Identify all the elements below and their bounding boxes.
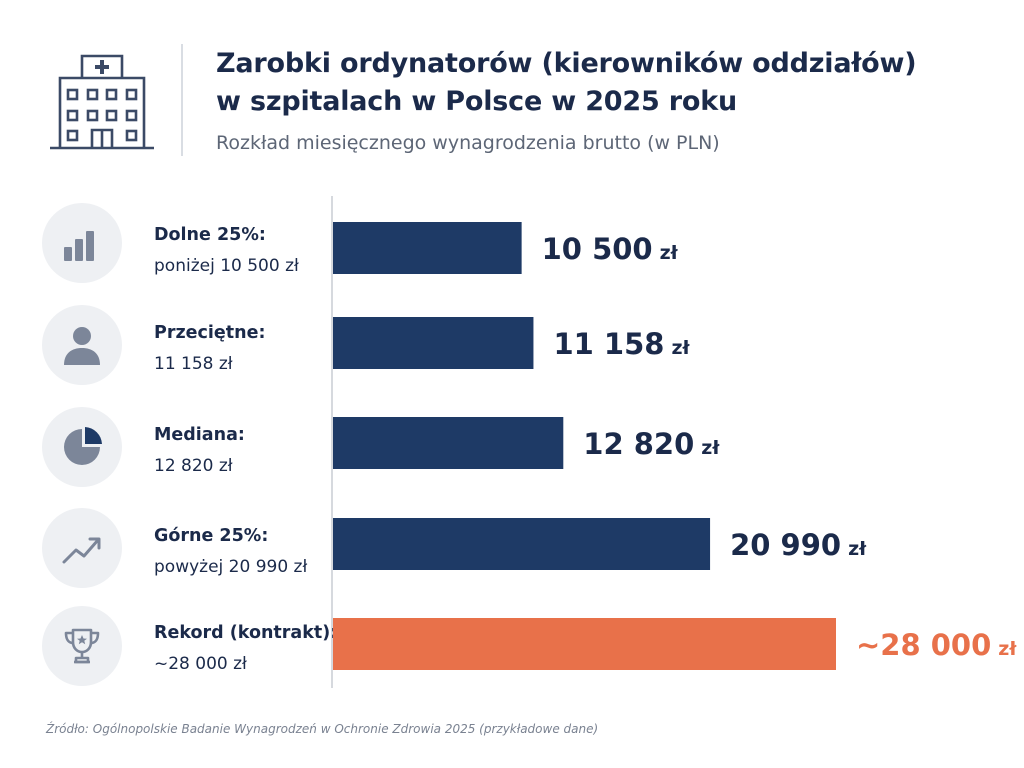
row-icon-circle — [42, 606, 122, 686]
bar-value-label-2: 12 820 zł — [583, 427, 720, 461]
row-label: Przeciętne: 11 158 zł — [154, 318, 265, 380]
bar-value-label-1: 11 158 zł — [553, 327, 690, 361]
bar-value-label-4: ~28 000 zł — [856, 628, 1017, 662]
category-sublabel: 11 158 zł — [154, 354, 233, 374]
bar-3 — [333, 518, 711, 570]
header-divider — [181, 44, 183, 156]
category-label: Górne 25%: — [154, 526, 269, 546]
row-label: Dolne 25%: poniżej 10 500 zł — [154, 220, 299, 282]
category-sublabel: 12 820 zł — [154, 456, 233, 476]
source-note: Źródło: Ogólnopolskie Badanie Wynagrodze… — [46, 722, 599, 736]
person-icon — [64, 327, 100, 365]
bar-value-label-0: 10 500 zł — [542, 232, 679, 266]
row-label: Górne 25%: powyżej 20 990 zł — [154, 521, 307, 583]
trend-up-icon — [62, 537, 101, 564]
chart-axis-line — [331, 196, 333, 688]
chart-title-line-1: Zarobki ordynatorów (kierowników oddział… — [216, 48, 917, 79]
row-label: Mediana: 12 820 zł — [154, 420, 245, 482]
category-label: Przeciętne: — [154, 323, 266, 343]
row-icon-circle — [42, 203, 122, 283]
category-sublabel: ~28 000 zł — [154, 654, 247, 674]
bar-value-label-3: 20 990 zł — [730, 528, 867, 562]
bar-2 — [333, 417, 564, 469]
row-icon-circle — [42, 508, 122, 588]
bar-4 — [333, 618, 836, 670]
hospital-icon — [50, 54, 154, 150]
row-icon-circle — [42, 305, 122, 385]
category-label: Mediana: — [154, 425, 245, 445]
chart-title-line-2: w szpitalach w Polsce w 2025 roku — [216, 86, 737, 117]
bar-chart-icon — [64, 231, 94, 261]
row-icon-circle — [42, 407, 122, 487]
category-sublabel: powyżej 20 990 zł — [154, 557, 308, 577]
category-label: Rekord (kontrakt): — [154, 623, 338, 643]
category-label: Dolne 25%: — [154, 225, 266, 245]
bar-1 — [333, 317, 534, 369]
chart-subtitle: Rozkład miesięcznego wynagrodzenia brutt… — [216, 132, 720, 154]
pie-chart-icon — [64, 427, 102, 465]
trophy-icon — [64, 628, 100, 664]
bar-0 — [333, 222, 522, 274]
row-label: Rekord (kontrakt): ~28 000 zł — [154, 618, 337, 680]
category-sublabel: poniżej 10 500 zł — [154, 256, 299, 276]
